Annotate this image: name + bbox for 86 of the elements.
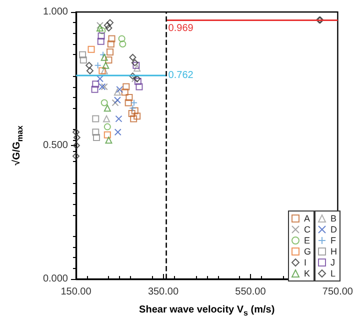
point — [93, 134, 100, 141]
point — [107, 40, 114, 48]
point — [114, 88, 121, 96]
point — [108, 35, 116, 42]
point — [79, 51, 86, 58]
legend-label: J — [330, 258, 335, 268]
legend-label: G — [304, 246, 312, 256]
point — [136, 83, 143, 90]
legend-label: C — [304, 224, 311, 234]
point — [100, 99, 108, 106]
point — [131, 59, 138, 66]
legend-label: E — [304, 236, 310, 246]
point — [134, 112, 141, 120]
point — [72, 128, 80, 136]
point — [130, 99, 138, 106]
x-tick-label: 550.00 — [235, 286, 266, 298]
point — [97, 38, 104, 45]
point — [124, 99, 132, 106]
y-tick-label: 0.500 — [42, 140, 68, 151]
point — [88, 46, 95, 53]
legend-label: B — [330, 214, 337, 224]
point — [128, 110, 136, 117]
point — [104, 22, 111, 29]
point — [96, 24, 104, 32]
y-tick-label: 1.000 — [42, 6, 68, 18]
point — [114, 96, 121, 104]
point — [105, 56, 112, 64]
point — [73, 134, 80, 141]
point — [86, 62, 93, 69]
point — [131, 75, 138, 82]
point — [106, 48, 114, 56]
annotation: 0.969 — [168, 22, 194, 34]
point — [134, 75, 141, 82]
point — [130, 115, 138, 122]
point — [100, 54, 108, 61]
point — [104, 131, 111, 138]
point — [92, 128, 100, 136]
point — [129, 72, 136, 80]
point — [106, 19, 114, 26]
point — [96, 22, 104, 29]
point — [116, 86, 124, 93]
x-tick-label: 750.00 — [322, 286, 354, 298]
point — [126, 94, 133, 101]
annotation: 0.762 — [168, 70, 194, 82]
point — [131, 107, 138, 114]
legend-label: F — [330, 236, 336, 246]
point — [134, 78, 142, 85]
point — [129, 54, 136, 61]
point — [98, 67, 106, 74]
point — [118, 35, 126, 42]
point — [122, 83, 130, 90]
point — [91, 86, 98, 93]
point — [119, 40, 126, 48]
point — [112, 99, 119, 106]
point — [92, 80, 100, 88]
point — [102, 62, 110, 69]
point — [104, 104, 111, 112]
legend-label: I — [304, 258, 307, 268]
point — [72, 142, 80, 149]
point — [94, 62, 102, 69]
point — [105, 24, 112, 32]
point — [115, 115, 122, 122]
point — [80, 56, 87, 64]
x-tick-label: 150.00 — [60, 286, 92, 298]
point — [114, 128, 122, 136]
legend-label: H — [330, 246, 337, 256]
y-axis-title: √G/Gmax — [12, 125, 24, 166]
point — [132, 62, 140, 69]
legend-label: L — [330, 268, 336, 278]
y-tick-label: 0.000 — [42, 274, 68, 284]
point — [92, 115, 100, 122]
point — [134, 64, 141, 72]
legend-label: D — [330, 224, 338, 234]
point — [98, 27, 106, 34]
point — [72, 152, 80, 160]
point — [121, 88, 128, 96]
point — [98, 32, 105, 40]
point — [105, 136, 112, 144]
legend-label: K — [304, 268, 310, 278]
point — [86, 67, 94, 74]
point — [129, 104, 136, 112]
point — [104, 123, 111, 130]
point — [103, 115, 110, 122]
legend-label: A — [304, 214, 310, 224]
x-tick-label: 350.00 — [148, 286, 179, 298]
point — [100, 51, 107, 58]
